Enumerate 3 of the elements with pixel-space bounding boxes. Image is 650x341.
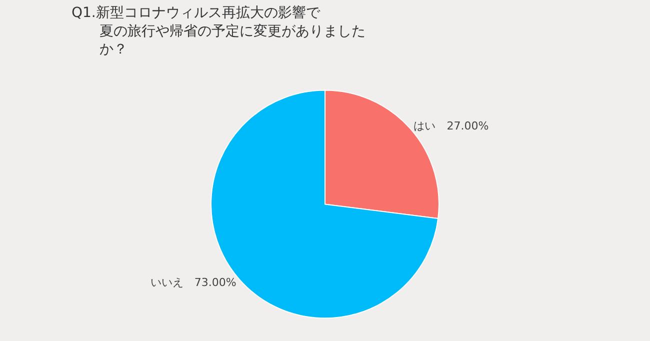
chart-title: Q1.新型コロナウィルス再拡大の影響で夏の旅行や帰省の予定に変更がありましたか？ <box>72 5 366 58</box>
slice-label: いいえ 73.00% <box>150 276 236 289</box>
slice-label: はい 27.00% <box>414 120 489 133</box>
